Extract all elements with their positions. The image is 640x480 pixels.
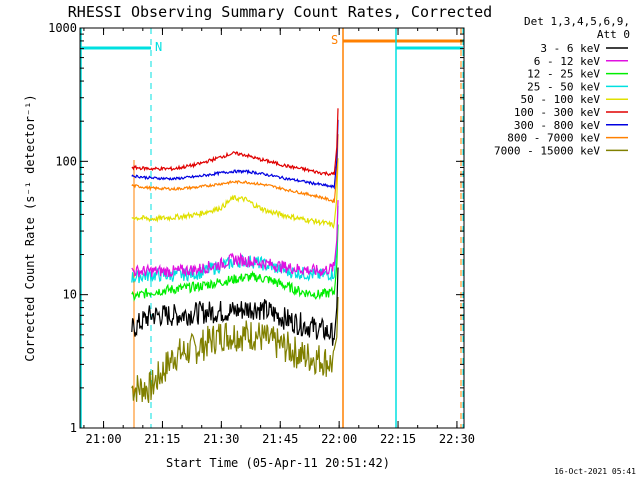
legend-label: 6 - 12 keV [534, 55, 601, 68]
x-tick-label: 22:15 [380, 432, 416, 446]
series-line-4 [131, 158, 339, 229]
y-axis-label: Corrected Count Rate (s⁻¹ detector⁻¹) [23, 94, 37, 361]
legend-label: 50 - 100 keV [521, 93, 601, 106]
series-line-7 [131, 134, 339, 204]
series-line-2 [131, 224, 339, 302]
series-line-1 [131, 200, 339, 278]
saa-flag-label: S [331, 33, 338, 47]
plot-frame [79, 27, 465, 429]
series-line-5 [131, 108, 339, 177]
legend-label: 7000 - 15000 keV [494, 144, 600, 157]
generation-timestamp: 16-Oct-2021 05:41 [554, 467, 636, 476]
series-line-0 [131, 267, 339, 346]
chart-title: RHESSI Observing Summary Count Rates, Co… [68, 3, 492, 21]
legend-label: 300 - 800 keV [514, 119, 600, 132]
x-axis-label: Start Time (05-Apr-11 20:51:42) [166, 456, 390, 470]
x-tick-label: 21:45 [262, 432, 298, 446]
y-tick-label: 10 [63, 288, 77, 302]
y-tick-label: 100 [55, 154, 77, 168]
legend-label: 12 - 25 keV [527, 68, 600, 81]
series-layer [131, 108, 339, 404]
series-line-8 [131, 296, 339, 404]
legend-label: 100 - 300 keV [514, 106, 600, 119]
axis-ticks: 21:00 21:15 21:30 21:45 22:00 22:15 22:30 1 10 10… [48, 21, 475, 446]
night-flag-label: N [155, 40, 162, 54]
y-tick-label: 1000 [48, 21, 77, 35]
x-tick-label: 21:30 [203, 432, 239, 446]
x-tick-label: 21:00 [85, 432, 121, 446]
series-line-6 [131, 119, 339, 190]
legend-label: 25 - 50 keV [527, 80, 600, 93]
legend-label: 3 - 6 keV [540, 42, 600, 55]
legend-label: 800 - 7000 keV [507, 132, 600, 145]
legend-header-line-1: Det 1,3,4,5,6,9, [524, 15, 630, 28]
x-tick-label: 22:30 [439, 432, 475, 446]
y-tick-label: 1 [70, 421, 77, 435]
x-tick-label: 22:00 [321, 432, 357, 446]
x-tick-label: 21:15 [144, 432, 180, 446]
legend-header-line-2: Att 0 [597, 28, 630, 41]
flag-overlays: N S [80, 28, 464, 428]
